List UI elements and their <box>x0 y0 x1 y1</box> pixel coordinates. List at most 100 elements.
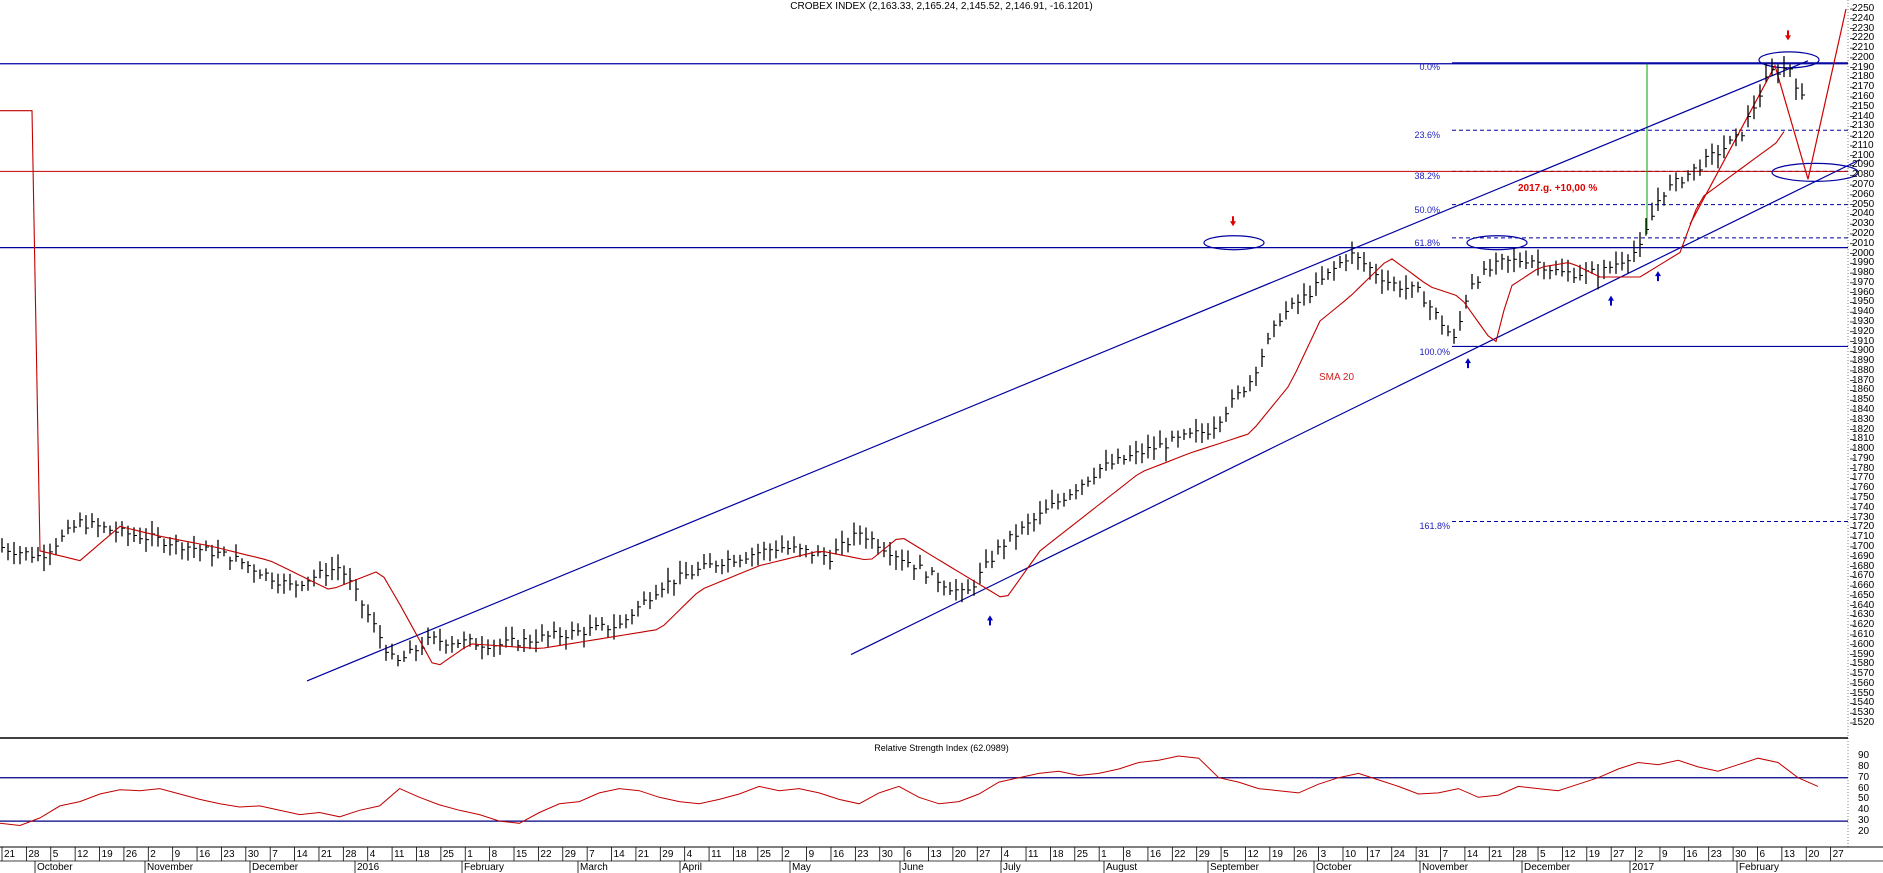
price-tick: 1850 <box>1852 394 1875 406</box>
date-tick: 20 <box>1808 849 1820 860</box>
date-tick: 30 <box>881 849 893 860</box>
date-tick: 11 <box>1028 849 1039 860</box>
ellipse-top <box>1758 51 1820 69</box>
date-tick: 5 <box>1223 849 1229 860</box>
price-tick: 1880 <box>1852 364 1875 376</box>
date-tick: 14 <box>1466 849 1479 860</box>
price-tick: 1720 <box>1852 521 1875 533</box>
date-tick: 6 <box>1759 849 1766 860</box>
date-tick: 3 <box>1320 849 1327 860</box>
price-tick: 1730 <box>1852 511 1875 523</box>
price-tick: 2230 <box>1852 22 1875 34</box>
price-tick: 1870 <box>1852 374 1875 386</box>
rsi-title: Relative Strength Index (62.0989) <box>874 743 1009 753</box>
price-tick: 1660 <box>1852 580 1875 592</box>
date-tick: 23 <box>223 849 235 860</box>
price-tick: 1740 <box>1852 501 1875 513</box>
rsi-tick: 50 <box>1858 793 1870 805</box>
date-tick: 15 <box>516 849 528 860</box>
date-tick: 13 <box>1783 849 1795 860</box>
date-tick: 28 <box>28 849 40 860</box>
date-tick: 9 <box>174 849 181 860</box>
red-down-arrow-icon <box>1785 30 1791 41</box>
price-tick: 1960 <box>1852 286 1875 298</box>
price-tick: 1620 <box>1852 619 1875 631</box>
sma20-line <box>0 110 1785 666</box>
date-tick: 19 <box>1588 849 1600 860</box>
price-tick: 1810 <box>1852 433 1875 445</box>
blue-up-arrow-icon <box>1655 271 1661 282</box>
rsi-tick: 40 <box>1858 804 1870 816</box>
upper-trendline <box>306 60 1809 682</box>
date-tick: 26 <box>125 849 138 860</box>
price-tick: 2090 <box>1852 159 1875 171</box>
date-tick: 16 <box>199 849 211 860</box>
blue-up-arrow-icon <box>1465 358 1471 369</box>
date-tick: 26 <box>1296 849 1308 860</box>
date-tick: 16 <box>1686 849 1698 860</box>
date-tick: 13 <box>930 849 942 860</box>
rsi-tick: 90 <box>1858 750 1870 761</box>
price-tick: 2080 <box>1852 169 1875 181</box>
date-tick: 25 <box>1076 849 1088 860</box>
lower-trendline <box>850 159 1861 656</box>
price-tick: 2160 <box>1852 91 1875 103</box>
price-tick: 1670 <box>1852 570 1875 582</box>
ellipse-target <box>1771 162 1859 182</box>
projection-path <box>1689 8 1847 225</box>
date-tick: 7 <box>272 849 278 860</box>
price-tick: 2110 <box>1852 139 1874 151</box>
price-tick: 1630 <box>1852 609 1875 621</box>
month-label: February <box>464 862 505 873</box>
price-tick: 2210 <box>1852 42 1875 54</box>
price-tick: 1990 <box>1852 257 1875 269</box>
blue-up-arrow-icon <box>987 615 993 626</box>
price-tick: 1790 <box>1852 452 1875 464</box>
price-tick: 2120 <box>1852 130 1875 142</box>
rsi-tick: 60 <box>1858 782 1870 794</box>
price-tick: 2130 <box>1852 120 1875 132</box>
date-tick: 16 <box>832 849 845 860</box>
rsi-tick: 70 <box>1858 771 1870 783</box>
date-tick: 4 <box>369 849 376 860</box>
price-tick: 1930 <box>1852 315 1875 327</box>
price-tick: 2020 <box>1852 227 1875 239</box>
price-tick: 2240 <box>1852 12 1875 24</box>
price-tick: 1520 <box>1852 717 1875 728</box>
date-tick: 22 <box>540 849 552 860</box>
price-tick: 2250 <box>1852 3 1875 14</box>
red-down-arrow-icon <box>1230 216 1236 227</box>
month-label: July <box>1003 862 1021 873</box>
price-tick: 2000 <box>1852 247 1875 259</box>
date-tick: 1 <box>467 849 473 860</box>
date-tick: 2 <box>784 849 790 860</box>
date-tick: 23 <box>857 849 869 860</box>
date-tick: 5 <box>52 849 59 860</box>
price-tick: 1680 <box>1852 560 1875 572</box>
price-tick: 1900 <box>1852 345 1875 357</box>
price-tick: 2040 <box>1852 208 1875 220</box>
date-tick: 18 <box>1052 849 1064 860</box>
date-tick: 29 <box>1198 849 1210 860</box>
price-tick: 1860 <box>1852 384 1875 396</box>
date-tick: 7 <box>1442 849 1449 860</box>
date-tick: 20 <box>954 849 966 860</box>
price-tick: 1970 <box>1852 276 1875 288</box>
date-tick: 23 <box>1710 849 1722 860</box>
fib-label-23-6: 23.6% <box>1414 130 1440 140</box>
month-label: December <box>252 862 299 873</box>
price-tick: 2200 <box>1852 51 1875 63</box>
price-tick: 1530 <box>1852 707 1875 719</box>
price-tick: 1830 <box>1852 413 1875 425</box>
date-tick: 27 <box>1613 849 1625 860</box>
price-tick: 1770 <box>1852 472 1875 484</box>
price-tick: 1710 <box>1852 531 1875 543</box>
date-tick: 27 <box>979 849 991 860</box>
price-tick: 2220 <box>1852 32 1875 44</box>
chart-title: CROBEX INDEX (2,163.33, 2,165.24, 2,145.… <box>790 1 1093 12</box>
fib-label-61-8: 61.8% <box>1414 238 1440 248</box>
annotation-2017: 2017.g. +10,00 % <box>1518 183 1598 194</box>
month-label: March <box>580 862 608 873</box>
price-tick: 1780 <box>1852 462 1875 474</box>
date-tick: 22 <box>1174 849 1186 860</box>
